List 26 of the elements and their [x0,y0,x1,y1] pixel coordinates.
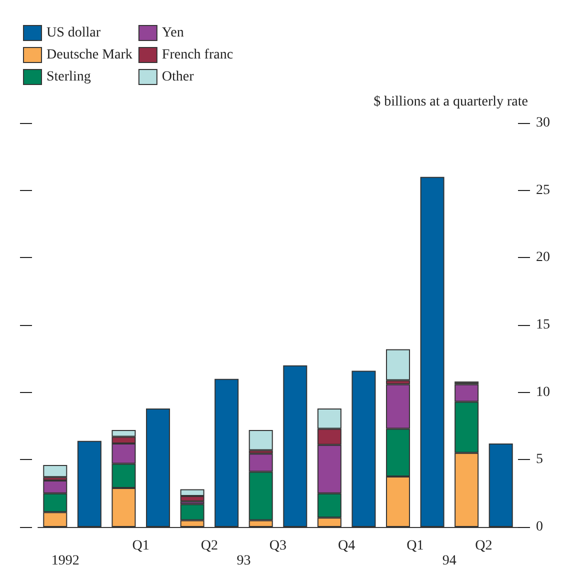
legend-label: Other [162,70,194,84]
x-tick-label: Q2 [475,538,492,554]
x-tick-label: Q3 [269,538,287,554]
y-tick-label: 5 [536,452,543,468]
y-tick-label: 15 [536,318,550,332]
bar [43,465,68,478]
legend-label: Deutsche Mark [46,48,132,62]
x-tick-label: Q1 [406,538,424,554]
legend-label: Sterling [46,70,91,84]
bar [386,349,410,380]
legend-label: Yen [162,26,184,40]
x-tick-label: Q2 [200,538,218,554]
y-tick-label: 0 [536,520,543,534]
bar [248,430,273,450]
y-tick-label: 20 [536,250,550,266]
text: 94 [442,554,456,568]
y-tick-label: 30 [536,116,550,130]
text: 93 [236,554,251,568]
x-tick-label: Q1 [132,538,150,554]
legend-label: French franc [162,48,234,62]
y-tick-label: 25 [536,182,550,198]
legend-label: US dollar [46,26,101,40]
y-tick-label: 10 [536,384,550,400]
text: 1992 [51,554,80,568]
x-tick-label: Q4 [338,538,356,554]
y-axis-title: $ billions at a quarterly rate [374,94,528,110]
